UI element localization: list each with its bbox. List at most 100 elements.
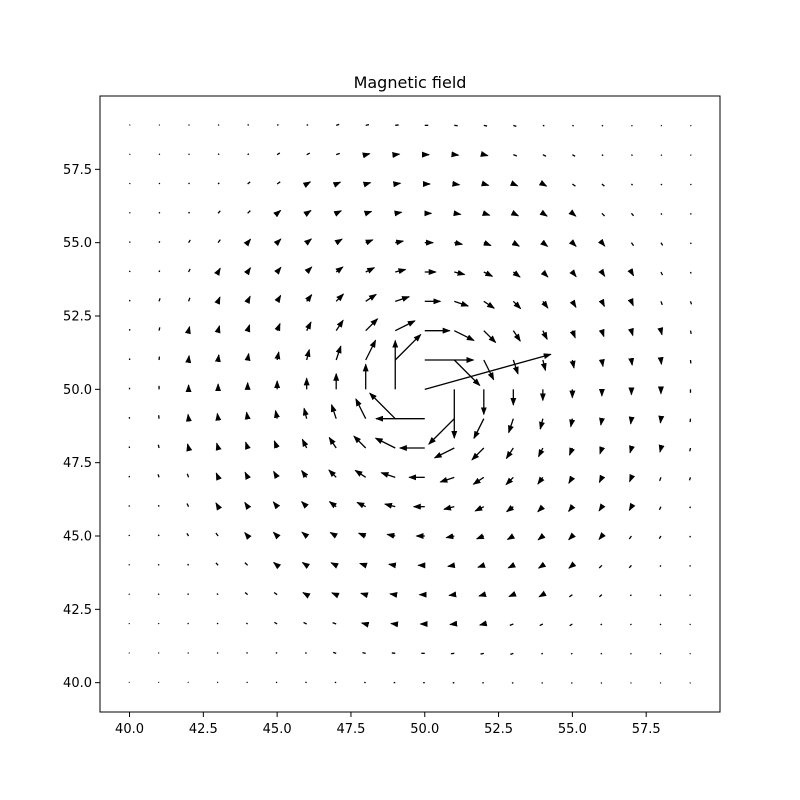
field-arrow [689, 447, 692, 452]
field-arrow [128, 593, 131, 596]
field-arrow [601, 154, 604, 157]
field-arrow [570, 652, 573, 655]
field-arrow [454, 300, 470, 307]
field-arrow [273, 470, 280, 480]
field-arrow [478, 591, 487, 597]
field-arrow [274, 322, 281, 332]
x-tick-label: 57.5 [632, 722, 661, 737]
field-arrow [184, 325, 191, 335]
field-arrow [480, 180, 490, 187]
field-arrow [569, 269, 577, 278]
chart-title: Magnetic field [354, 73, 467, 92]
field-arrow [540, 269, 549, 278]
field-arrow [247, 124, 250, 126]
field-arrow [362, 651, 366, 654]
field-arrow [157, 681, 160, 684]
field-arrow [472, 476, 485, 485]
field-arrow [157, 534, 160, 537]
field-arrow [454, 269, 466, 276]
y-tick-label: 47.5 [63, 456, 92, 471]
field-arrow [246, 652, 248, 654]
y-tick-label: 57.5 [63, 163, 92, 178]
x-tick-label: 50.0 [410, 722, 439, 737]
field-arrow [303, 238, 313, 246]
field-arrow [598, 594, 603, 598]
field-arrow [387, 562, 397, 569]
field-arrow [392, 152, 401, 158]
field-arrow [689, 212, 692, 215]
field-arrow [245, 441, 251, 450]
field-arrow [568, 532, 576, 541]
y-tick-label: 42.5 [63, 603, 92, 618]
field-arrow [394, 210, 403, 217]
field-arrow [568, 239, 577, 247]
field-arrow [433, 447, 455, 459]
field-arrow [447, 562, 456, 569]
field-arrow [483, 124, 488, 127]
field-arrow [365, 293, 377, 302]
field-arrow [628, 416, 635, 425]
field-arrow [158, 153, 161, 156]
field-arrow [128, 622, 131, 625]
field-arrow [244, 267, 251, 276]
field-arrow [335, 266, 344, 274]
field-arrow [537, 504, 545, 513]
field-arrow [362, 152, 371, 159]
field-arrow [428, 418, 455, 445]
field-arrow [483, 240, 492, 247]
field-arrow [439, 476, 455, 483]
field-arrow [690, 124, 692, 127]
field-arrow [275, 652, 278, 654]
field-arrow [244, 324, 251, 333]
field-arrow [483, 330, 497, 344]
field-arrow [509, 623, 514, 626]
field-arrow [247, 210, 251, 214]
x-axis-ticks: 40.0 42.5 45.0 47.5 50.0 52.5 55.0 57.5 [115, 712, 661, 737]
field-arrow [394, 320, 416, 332]
field-arrow [598, 532, 606, 541]
field-arrow [217, 153, 220, 156]
field-arrow [453, 210, 462, 217]
field-arrow [395, 268, 407, 275]
field-arrow [273, 209, 282, 218]
field-arrow [481, 210, 491, 216]
field-arrow [448, 591, 457, 598]
field-arrow [186, 532, 190, 537]
field-arrow [301, 469, 309, 479]
field-arrow [513, 154, 518, 157]
field-arrow [329, 531, 338, 539]
field-arrow [511, 239, 520, 247]
y-tick-label: 55.0 [63, 236, 92, 251]
field-arrow [301, 531, 310, 540]
field-arrow [689, 506, 692, 509]
field-arrow [244, 562, 249, 566]
field-arrow [304, 266, 313, 275]
field-arrow [478, 620, 488, 627]
field-arrow [129, 153, 131, 156]
field-arrow [186, 503, 190, 507]
field-arrow [158, 124, 161, 126]
field-arrow [483, 270, 494, 277]
field-arrow [660, 154, 663, 157]
field-arrow [188, 211, 191, 214]
field-arrow [333, 210, 343, 217]
field-arrow [600, 652, 603, 655]
field-arrow [660, 271, 664, 276]
field-arrow [512, 300, 522, 310]
field-arrow [540, 359, 547, 372]
field-arrow [157, 652, 160, 654]
field-arrow [508, 418, 514, 434]
field-arrow [424, 353, 552, 390]
field-arrow [330, 562, 339, 569]
field-arrow [453, 359, 481, 387]
field-arrow [187, 563, 190, 566]
field-arrow [273, 440, 280, 449]
field-arrow [507, 561, 516, 569]
field-arrow [600, 623, 603, 626]
field-arrow [658, 444, 665, 453]
field-arrow [128, 270, 131, 273]
field-arrow [158, 327, 161, 331]
field-arrow [657, 327, 664, 336]
field-arrow [188, 124, 190, 126]
